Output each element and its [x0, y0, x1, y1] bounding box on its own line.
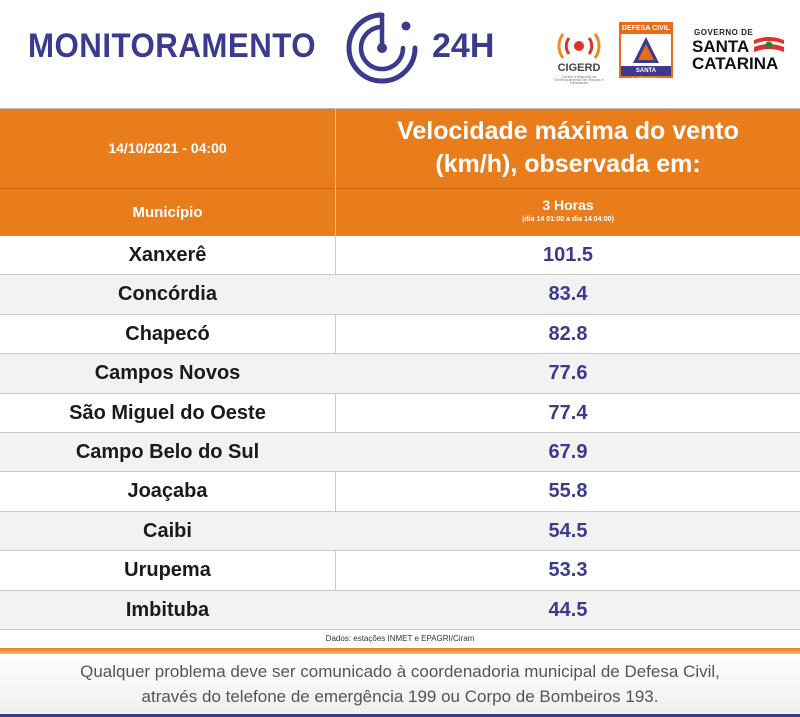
brand-suffix: 24H	[432, 27, 495, 65]
table-row: Chapecó 82.8	[0, 315, 800, 355]
cigerd-waves-icon	[557, 33, 601, 59]
table-row: São Miguel do Oeste 77.4	[0, 394, 800, 433]
defesa-civil-logo: DEFESA CIVIL SANTA CATARINA	[619, 22, 673, 84]
defesa-civil-triangle-icon	[633, 37, 659, 63]
footer-bottom-bar	[0, 714, 800, 717]
table-row: Urupema 53.3	[0, 551, 800, 591]
municipio-cell: Chapecó	[125, 322, 210, 345]
footer-line1: Qualquer problema deve ser comunicado à …	[80, 662, 720, 681]
wind-speed-cell: 83.4	[548, 283, 588, 306]
municipio-cell: Joaçaba	[127, 480, 208, 503]
period-range: (dia 14 01:00 a dia 14 04:00)	[522, 216, 614, 223]
governo-sc-logo: GOVERNO DE SANTA CATARINA	[690, 28, 790, 78]
table-title-row	[0, 108, 800, 188]
footer-notice: Qualquer problema deve ser comunicado à …	[0, 654, 800, 717]
column-header-municipio: Município	[132, 203, 203, 221]
flag-icon	[754, 37, 784, 52]
cigerd-label: CIGERD	[557, 62, 601, 74]
wind-speed-cell: 67.9	[548, 441, 588, 463]
wind-speed-cell: 77.4	[548, 401, 588, 424]
table-row: Concórdia 83.4	[0, 275, 800, 315]
municipio-cell: Campo Belo do Sul	[75, 441, 260, 463]
governo-label: GOVERNO DE	[694, 28, 754, 37]
table-header-row	[0, 188, 800, 236]
table-row: Xanxerê 101.5	[0, 236, 800, 276]
municipio-cell: São Miguel do Oeste	[69, 401, 266, 424]
header-column-divider	[335, 108, 336, 236]
cigerd-logo: CIGERD Centro Integrado de Gerenciamento…	[550, 24, 608, 86]
data-source: Dados: estações INMET e EPAGRI/Ciram	[325, 634, 475, 643]
wind-speed-cell: 101.5	[542, 244, 594, 266]
table-row: Imbituba 44.5	[0, 590, 800, 630]
table-row: Campo Belo do Sul 67.9	[0, 433, 800, 473]
footer-line2: através do telefone de emergência 199 ou…	[141, 687, 659, 706]
wind-speed-cell: 55.8	[548, 480, 588, 503]
wind-speed-cell: 77.6	[548, 362, 588, 385]
report-date: 14/10/2021 - 04:00	[108, 140, 227, 156]
municipio-cell: Xanxerê	[128, 244, 207, 266]
table-row: Joaçaba 55.8	[0, 472, 800, 512]
wind-speed-cell: 82.8	[548, 322, 588, 345]
period-label: 3 Horas	[542, 197, 594, 213]
municipio-cell: Campos Novos	[94, 362, 241, 385]
municipio-cell: Concórdia	[118, 283, 217, 306]
table-title-line2: (km/h), observada em:	[435, 150, 701, 178]
table-title-line1: Velocidade máxima do vento	[397, 117, 739, 145]
governo-state-line2: CATARINA	[692, 54, 779, 73]
municipio-cell: Urupema	[124, 559, 211, 582]
defesa-civil-state-label: SANTA CATARINA	[621, 66, 671, 84]
column-header-period: 3 Horas (dia 14 01:00 a dia 14 04:00)	[336, 188, 800, 236]
cigerd-sublabel: Centro Integrado de Gerenciamento de Ris…	[554, 74, 604, 85]
brand-title: MONITORAMENTO	[28, 27, 317, 65]
defesa-civil-label: DEFESA CIVIL	[621, 24, 671, 34]
footer-band	[0, 648, 800, 654]
table-title: Velocidade máxima do vento (km/h), obser…	[336, 112, 800, 184]
governo-state-line1: SANTA	[692, 37, 750, 56]
table-row: Campos Novos 77.6	[0, 354, 800, 394]
wind-speed-cell: 44.5	[548, 598, 588, 621]
radar-icon	[346, 12, 418, 84]
wind-speed-cell: 53.3	[548, 559, 588, 582]
header: MONITORAMENTO 24H CIGERD Centro Integrad…	[0, 0, 800, 108]
municipio-cell: Imbituba	[125, 598, 210, 621]
table-row: Caibi 54.5	[0, 511, 800, 552]
wind-speed-cell: 54.5	[548, 519, 588, 542]
municipio-cell: Caibi	[143, 519, 192, 542]
